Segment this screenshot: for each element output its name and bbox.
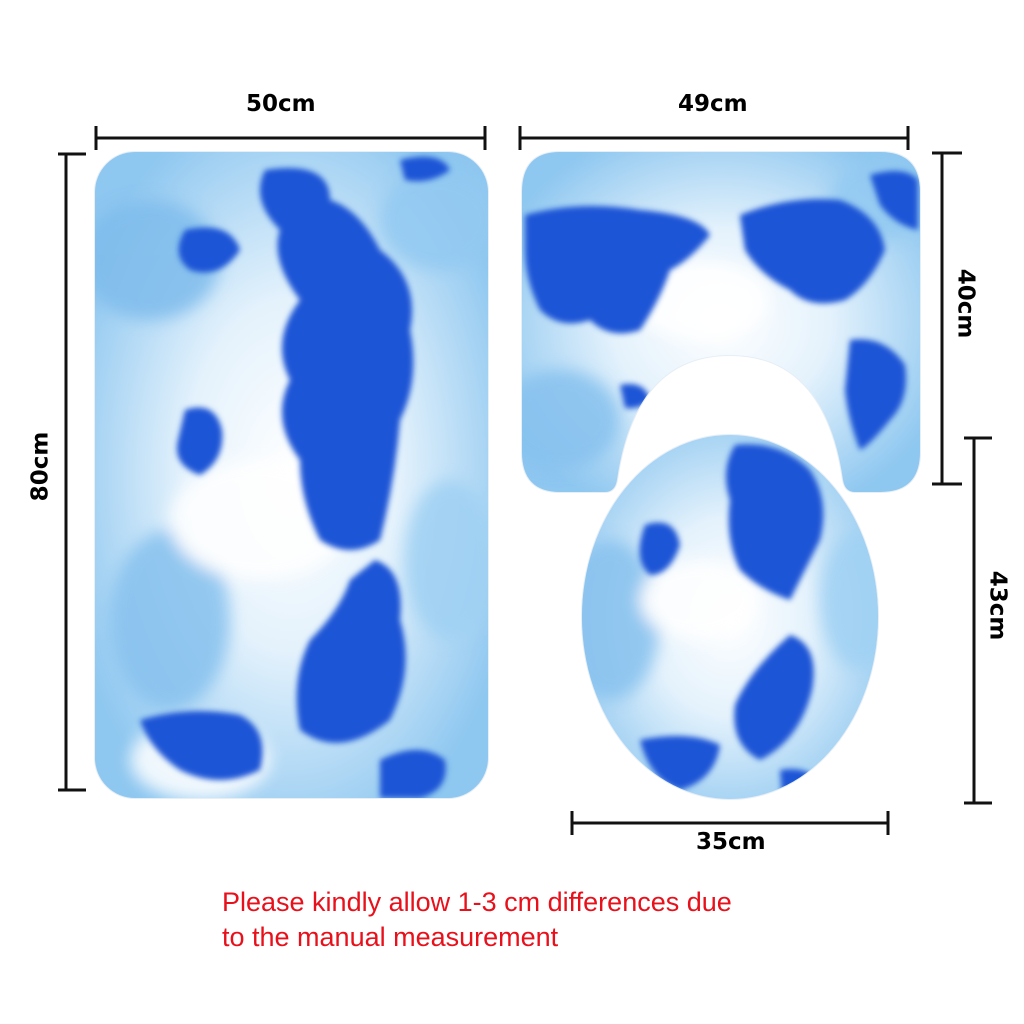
notice-line-1: Please kindly allow 1-3 cm differences d… [222, 887, 732, 917]
bath-mat [94, 151, 489, 799]
bath-mat-height-label: 80cm [27, 431, 54, 502]
bath-mat-width-label: 50cm [246, 91, 316, 117]
lid-cover-width-label: 35cm [696, 829, 766, 855]
lid-cover [581, 434, 879, 800]
contour-mat-height-label: 40cm [952, 268, 979, 339]
dimension-lines [58, 126, 992, 835]
measurement-notice: Please kindly allow 1-3 cm differences d… [222, 885, 922, 955]
notice-line-2: to the manual measurement [222, 922, 559, 952]
contour-mat [521, 151, 921, 493]
contour-mat-width-label: 49cm [678, 91, 748, 117]
lid-cover-height-label: 43cm [984, 570, 1011, 641]
